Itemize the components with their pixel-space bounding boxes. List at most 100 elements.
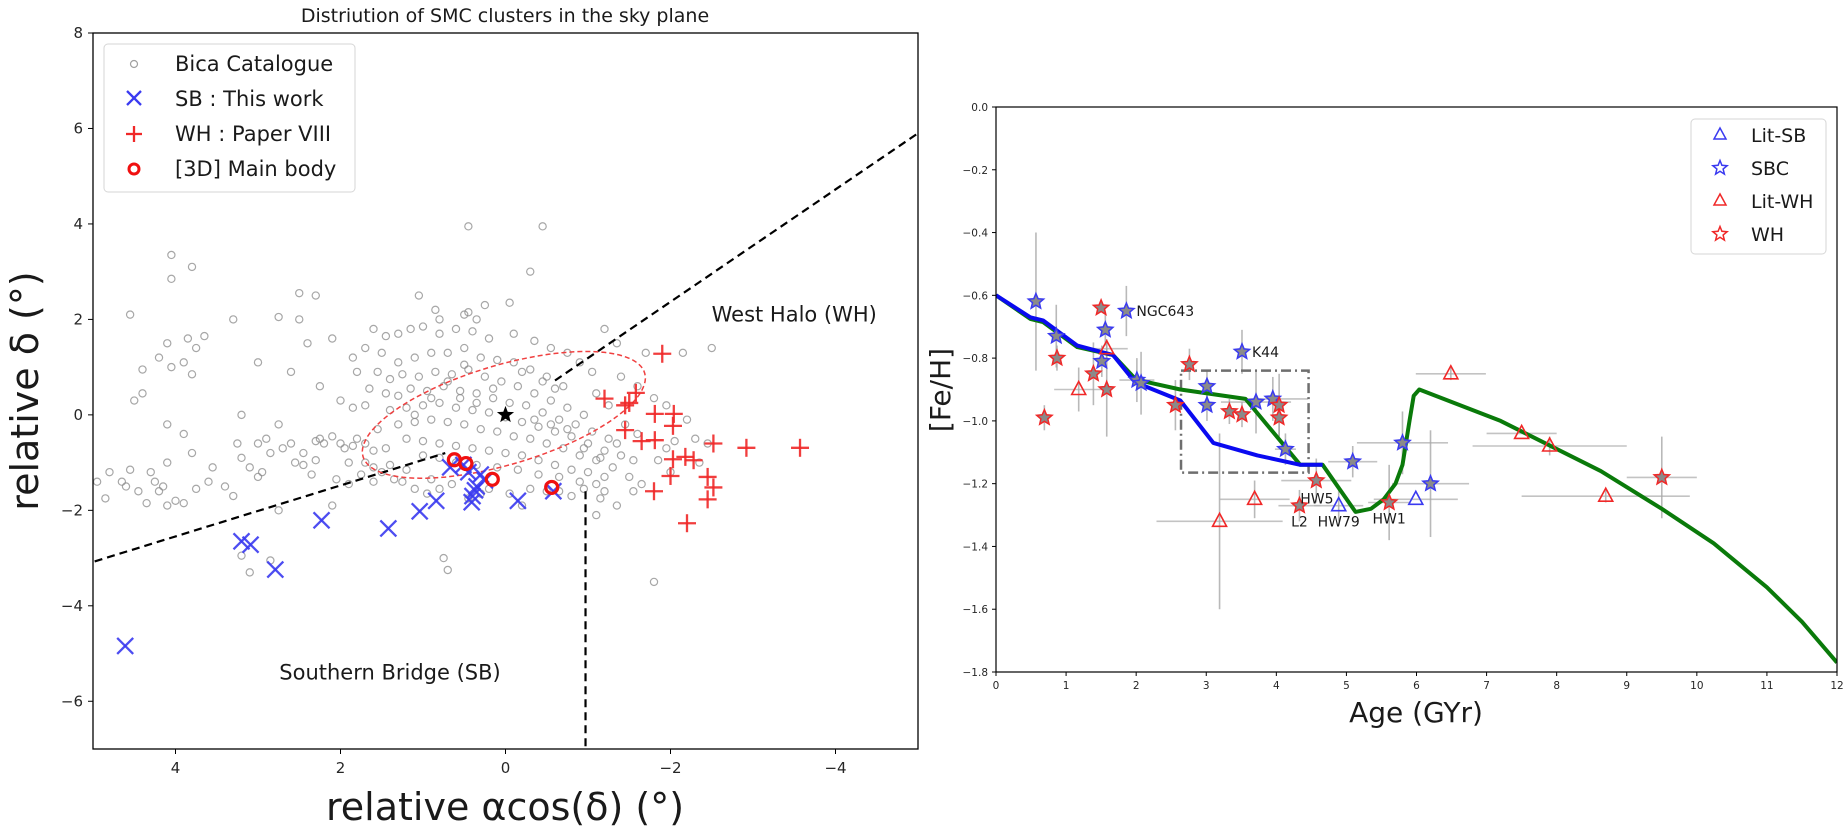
bica-cluster-point: [554, 415, 564, 424]
bica-cluster-point: [592, 456, 601, 465]
bica-cluster-point: [394, 391, 403, 400]
bica-cluster-point: [220, 482, 230, 491]
bica-cluster-point: [183, 334, 193, 343]
y-tick-label: −2: [61, 501, 83, 519]
bica-cluster-point: [468, 327, 477, 336]
bica-cluster-point: [662, 401, 671, 410]
bica-cluster-point: [616, 372, 626, 381]
main-body-cluster-marker: [484, 471, 500, 487]
right-plot-data-layer: [996, 232, 1837, 664]
legend-label-sbc: SBC: [1751, 158, 1789, 180]
age-metallicity-plot: 0 1 2 3 4 5 6 7 8 9 10 11 12 0.0−0.2−0.4−0.6−0.8−1.0…: [924, 102, 1844, 729]
bica-cluster-point: [629, 456, 638, 465]
bica-cluster-point: [381, 389, 391, 398]
bica-cluster-point: [534, 422, 543, 431]
bica-cluster-point: [427, 348, 436, 358]
bica-cluster-point: [361, 343, 370, 353]
bica-cluster-point: [538, 408, 547, 417]
wh-star-marker: [1652, 467, 1672, 486]
bica-cluster-point: [163, 501, 172, 510]
y-tick-label: −1.0: [963, 416, 989, 428]
bica-cluster-point: [154, 353, 164, 362]
bica-cluster-point: [554, 472, 564, 482]
sky-plane-plot: Distriution of SMC clusters in the sky p…: [3, 5, 919, 829]
legend-red-star-icon: [1710, 224, 1730, 242]
bica-cluster-point: [633, 429, 642, 439]
bica-cluster-point: [237, 410, 246, 420]
bica-cluster-point: [464, 308, 473, 317]
bica-cluster-point: [348, 353, 358, 362]
y-tick-label: 0: [73, 406, 83, 424]
sbc-star-marker: [1393, 432, 1412, 451]
y-tick-label: −1.2: [963, 479, 989, 491]
bica-cluster-point: [101, 494, 110, 503]
bica-cluster-point: [146, 467, 155, 477]
x-tick-label: 8: [1553, 680, 1560, 692]
wh-cluster-marker: [684, 451, 703, 470]
right-y-ticks: 0.0 −0.2 −0.4 −0.6 −0.8 −1.0 −1.2 −1.4 −1.6 −1.8: [963, 102, 996, 679]
bica-cluster-point: [600, 472, 609, 482]
bica-cluster-point: [369, 446, 378, 455]
bica-cluster-point: [171, 496, 180, 505]
bica-cluster-point: [361, 458, 370, 467]
legend-label-wh-r: WH: [1751, 224, 1784, 246]
bica-cluster-point: [410, 353, 419, 362]
bica-cluster-point: [472, 315, 481, 324]
bica-cluster-point: [484, 446, 494, 455]
x-stroke: [467, 477, 486, 496]
bica-cluster-point: [592, 510, 601, 520]
bica-cluster-point: [158, 482, 168, 491]
bica-cluster-point: [443, 417, 452, 427]
y-tick-label: −6: [61, 692, 83, 710]
bica-cluster-point: [191, 343, 201, 353]
bica-cluster-point: [138, 365, 147, 374]
legend-red-triangle-icon: [1712, 192, 1728, 206]
lit-wh-triangle-marker: [1597, 486, 1615, 503]
bica-cluster-point: [385, 374, 395, 384]
x-tick-label: 2: [1133, 680, 1140, 692]
cluster-label: L2: [1291, 515, 1308, 531]
right-x-ticks: 0 1 2 3 4 5 6 7 8 9 10 11 12: [993, 672, 1844, 692]
bica-cluster-point: [134, 487, 143, 496]
bica-cluster-point: [542, 372, 551, 381]
bica-cluster-point: [191, 484, 201, 494]
bica-cluster-point: [575, 451, 584, 460]
bica-cluster-point: [336, 396, 345, 405]
bica-cluster-point: [150, 477, 160, 486]
bica-cluster-point: [579, 444, 589, 453]
cluster-label: K44: [1252, 345, 1279, 361]
bica-cluster-point: [517, 417, 527, 427]
bica-cluster-point: [179, 358, 188, 367]
bica-cluster-point: [328, 432, 337, 441]
sbc-star-marker: [1116, 301, 1136, 320]
bica-cluster-point: [629, 487, 638, 496]
bica-cluster-point: [307, 470, 316, 479]
bica-cluster-point: [105, 467, 114, 477]
lit-wh-triangle-marker: [1211, 511, 1228, 528]
wh-cluster-marker: [595, 389, 614, 408]
sbc-star-marker: [1026, 291, 1046, 310]
southern-bridge-label: Southern Bridge (SB): [279, 661, 500, 685]
bica-cluster-point: [435, 398, 444, 408]
bica-cluster-point: [530, 415, 539, 424]
sb-cluster-marker: [241, 535, 260, 554]
sb-cluster-marker: [116, 637, 134, 655]
bica-cluster-point: [435, 315, 444, 324]
bica-cluster-point: [435, 453, 444, 463]
bica-cluster-point: [311, 291, 320, 300]
bica-cluster-point: [311, 436, 320, 446]
bica-cluster-point: [418, 436, 428, 446]
bica-cluster-point: [431, 367, 440, 377]
wh-cluster-marker: [663, 416, 682, 435]
sb-cluster-marker: [462, 493, 481, 512]
bica-cluster-point: [352, 367, 362, 377]
bica-cluster-point: [493, 427, 502, 436]
x-tick-label: 11: [1760, 680, 1773, 692]
sbc-star-marker: [1131, 373, 1151, 392]
bica-cluster-point: [521, 401, 531, 410]
wh-cluster-marker: [616, 396, 635, 415]
cluster-label: HW79: [1318, 515, 1360, 531]
bica-cluster-point: [567, 432, 576, 441]
bica-cluster-point: [410, 417, 419, 427]
